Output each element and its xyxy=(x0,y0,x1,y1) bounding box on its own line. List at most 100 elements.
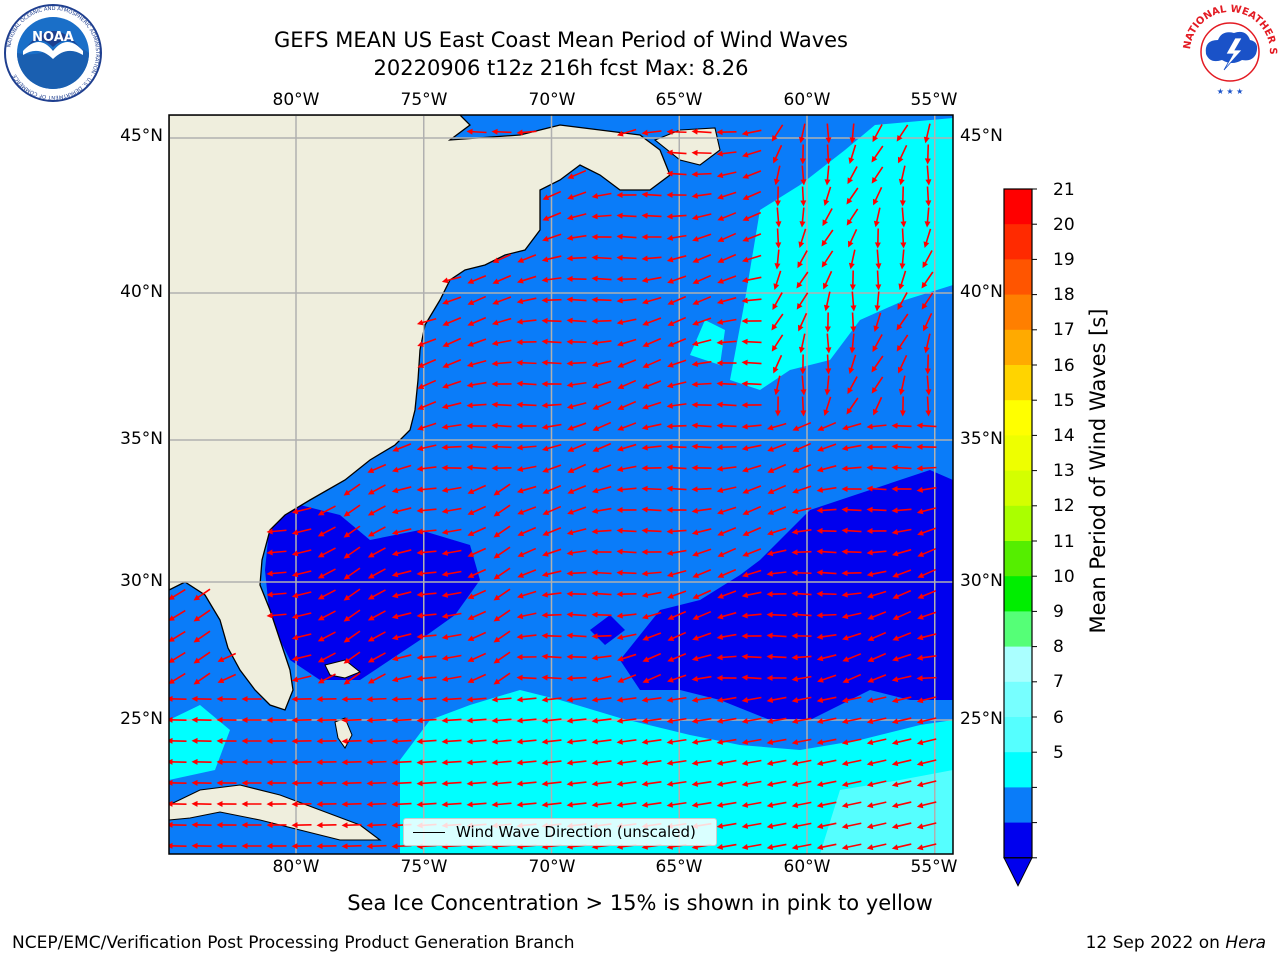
wave-direction-arrow xyxy=(791,822,812,829)
chart-title: GEFS MEAN US East Coast Mean Period of W… xyxy=(274,28,848,52)
wave-direction-arrow xyxy=(416,465,437,472)
lon-tick-bottom: 80°W xyxy=(272,857,320,877)
wave-direction-arrow xyxy=(541,591,562,598)
lon-tick-top: 60°W xyxy=(783,90,831,110)
wave-direction-arrow xyxy=(916,465,937,472)
wave-direction-arrow xyxy=(567,422,587,431)
wave-direction-arrow xyxy=(899,396,906,417)
wave-direction-arrow xyxy=(441,591,462,598)
wave-direction-arrow xyxy=(667,316,687,326)
wave-direction-arrow xyxy=(899,186,906,207)
colorbar-segment xyxy=(1004,400,1032,436)
wave-direction-arrow xyxy=(817,674,837,683)
wave-direction-arrow xyxy=(567,169,587,179)
wave-direction-arrow xyxy=(791,675,812,682)
wave-direction-arrow xyxy=(824,375,831,396)
wave-direction-arrow xyxy=(741,591,762,599)
wave-direction-arrow xyxy=(891,822,912,830)
wave-direction-arrow xyxy=(341,780,362,787)
wave-direction-arrow xyxy=(741,402,762,409)
wave-direction-arrow xyxy=(791,717,812,724)
wave-direction-arrow xyxy=(466,696,487,703)
wave-direction-arrow xyxy=(691,507,712,514)
wave-direction-arrow xyxy=(541,297,562,304)
colorbar-tick: 14 xyxy=(1053,426,1075,446)
wave-direction-arrow xyxy=(417,401,437,410)
wave-direction-arrow xyxy=(467,610,487,620)
wave-direction-arrow xyxy=(616,801,637,808)
wave-direction-arrow xyxy=(691,171,712,178)
wave-direction-arrow xyxy=(416,528,437,535)
wave-direction-arrow xyxy=(892,632,912,641)
wave-direction-arrow xyxy=(716,717,737,724)
wave-direction-arrow xyxy=(291,570,312,578)
wave-direction-arrow xyxy=(516,129,537,136)
wave-direction-arrow xyxy=(792,421,812,431)
wave-direction-arrow xyxy=(641,780,662,787)
wave-direction-arrow xyxy=(291,759,312,766)
wave-direction-arrow xyxy=(816,465,837,473)
wave-direction-arrow xyxy=(493,630,511,643)
wave-direction-arrow xyxy=(916,843,937,851)
wave-direction-arrow xyxy=(367,589,386,600)
wave-direction-arrow xyxy=(416,717,437,724)
wave-direction-arrow xyxy=(191,779,212,786)
wave-direction-arrow xyxy=(716,422,737,429)
wave-direction-arrow xyxy=(417,338,437,347)
wave-direction-arrow xyxy=(766,843,787,850)
wave-direction-arrow xyxy=(617,674,637,683)
wave-direction-arrow xyxy=(891,443,912,450)
wave-direction-arrow xyxy=(692,548,712,557)
wave-direction-arrow xyxy=(691,443,712,450)
wave-direction-arrow xyxy=(217,652,237,663)
wave-direction-arrow xyxy=(824,165,831,186)
wave-direction-arrow xyxy=(491,801,512,808)
wave-direction-arrow xyxy=(266,717,287,724)
lat-tick-left: 40°N xyxy=(120,282,163,302)
wave-direction-arrow xyxy=(416,759,437,766)
wave-direction-arrow xyxy=(691,149,712,156)
wave-direction-arrow xyxy=(516,359,537,366)
wave-direction-arrow xyxy=(169,695,187,702)
wave-direction-arrow xyxy=(642,673,662,683)
wave-direction-arrow xyxy=(667,610,687,620)
legend-line-swatch xyxy=(413,832,445,833)
legend-label: Wind Wave Direction (unscaled) xyxy=(456,823,696,841)
wave-direction-arrow xyxy=(416,780,437,787)
wave-direction-arrow xyxy=(825,333,832,354)
wave-direction-arrow xyxy=(691,675,712,682)
wave-direction-arrow xyxy=(849,123,856,144)
wave-direction-arrow xyxy=(916,422,937,429)
wave-direction-arrow xyxy=(917,589,937,599)
wave-direction-arrow xyxy=(341,822,362,829)
wave-direction-arrow xyxy=(466,359,487,368)
wave-direction-arrow xyxy=(641,444,662,451)
wave-direction-arrow xyxy=(891,738,912,746)
wave-direction-arrow xyxy=(791,843,812,850)
wave-direction-arrow xyxy=(841,548,862,555)
colorbar-under-arrow xyxy=(1003,857,1033,887)
wave-direction-arrow xyxy=(692,253,712,263)
wave-direction-arrow xyxy=(343,504,361,517)
colorbar-segment xyxy=(1004,505,1032,542)
wave-direction-arrow xyxy=(816,527,837,534)
wave-direction-arrow xyxy=(616,759,637,766)
wave-direction-arrow xyxy=(924,354,931,375)
wave-direction-arrow xyxy=(691,696,712,703)
wave-direction-arrow xyxy=(466,801,487,808)
wave-direction-arrow xyxy=(666,464,687,471)
colorbar-segment xyxy=(1004,611,1032,648)
wave-direction-arrow xyxy=(766,696,787,703)
wind-wave-direction-arrows xyxy=(169,123,937,851)
wave-direction-arrow xyxy=(541,738,562,745)
wave-direction-arrow xyxy=(191,800,212,807)
lon-tick-top: 55°W xyxy=(910,90,958,110)
wave-direction-arrow xyxy=(716,843,737,850)
lat-tick-right: 25°N xyxy=(960,709,1003,729)
wave-direction-arrow xyxy=(566,402,587,410)
wave-direction-arrow xyxy=(467,505,487,515)
wave-direction-arrow xyxy=(667,674,687,683)
wave-direction-arrow xyxy=(467,526,487,536)
wave-direction-arrow xyxy=(591,192,612,199)
wave-direction-arrow xyxy=(666,170,687,177)
